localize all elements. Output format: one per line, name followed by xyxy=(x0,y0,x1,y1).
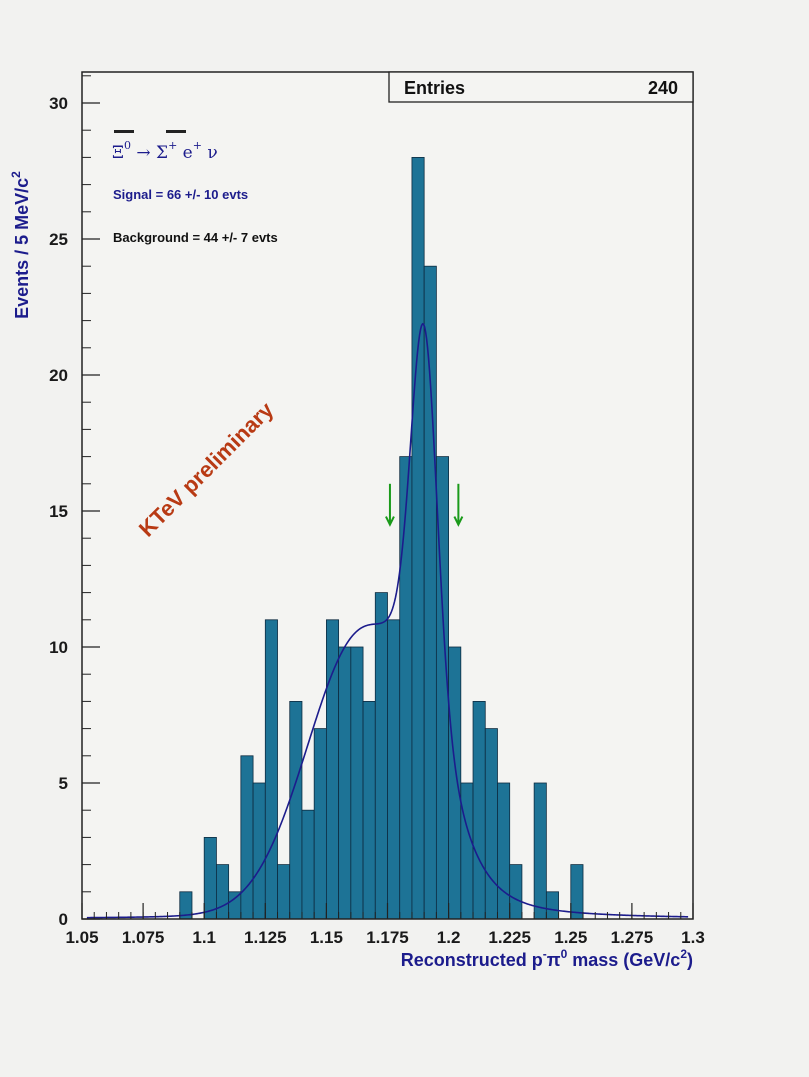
y-tick-label: 20 xyxy=(49,366,68,385)
x-axis-ticks: 1.05 1.075 1.1 1.125 1.15 1.175 1.2 1.225 1.25 1.… xyxy=(65,903,705,947)
y-tick-label: 5 xyxy=(59,774,68,793)
decay-formula: Ξ0 → Σ+ e+ ν xyxy=(112,130,218,163)
histogram-bar xyxy=(374,592,388,920)
x-tick-label: 1.25 xyxy=(554,928,587,947)
histogram-bar xyxy=(203,837,217,920)
histogram-bar xyxy=(460,782,474,920)
stats-box xyxy=(388,71,694,103)
decay-sigma: Σ xyxy=(156,143,168,163)
y-title-sup-1: 2 xyxy=(9,171,23,178)
decay-arrow: → xyxy=(131,143,156,163)
window-arrow-head xyxy=(385,516,395,527)
decay-neutrino: ν xyxy=(202,143,218,163)
decay-formula-text: Ξ0 → Σ+ e+ ν xyxy=(112,139,218,163)
x-axis-title: Reconstructed p-π0 mass (GeV/c2) xyxy=(401,947,693,970)
fit-curve xyxy=(86,322,689,919)
window-arrow-head xyxy=(453,516,464,527)
x-tick-label: 1.125 xyxy=(244,928,287,947)
decay-positron-charge: + xyxy=(193,139,202,152)
histogram-bar xyxy=(497,782,511,920)
decay-xi: Ξ xyxy=(112,143,124,163)
histogram-bars xyxy=(179,156,584,920)
sigma-bar-mark xyxy=(166,130,186,133)
histogram-bar xyxy=(484,728,498,920)
x-title-sup-2: 0 xyxy=(561,947,568,961)
y-tick-label: 30 xyxy=(49,94,68,113)
stats-entries-label: Entries xyxy=(404,78,465,98)
decay-xi-charge: 0 xyxy=(124,139,131,152)
histogram-bar xyxy=(289,701,303,920)
histogram-bar xyxy=(325,619,340,920)
histogram-bar xyxy=(533,782,547,920)
x-tick-label: 1.175 xyxy=(366,928,409,947)
decay-sigma-charge: + xyxy=(168,139,177,152)
x-title-sup-1: - xyxy=(543,947,547,961)
histogram-bar xyxy=(252,782,266,920)
x-tick-label: 1.2 xyxy=(437,928,461,947)
histogram-bar xyxy=(472,701,486,920)
histogram-bar xyxy=(301,809,315,920)
x-tick-label: 1.05 xyxy=(65,928,98,947)
y-tick-label: 0 xyxy=(59,910,68,929)
y-axis-title: Events / 5 MeV/c2 xyxy=(9,171,32,319)
y-tick-label: 15 xyxy=(49,502,68,521)
histogram-bar xyxy=(350,646,364,920)
x-tick-label: 1.1 xyxy=(192,928,216,947)
histogram-bar xyxy=(362,701,376,920)
histogram-bar xyxy=(264,619,278,920)
histogram-bar xyxy=(423,265,437,920)
background-annotation: Background = 44 +/- 7 evts xyxy=(113,230,278,245)
y-tick-label: 25 xyxy=(49,230,68,249)
y-tick-label: 10 xyxy=(49,638,68,657)
histogram-bar xyxy=(509,864,523,920)
xi-bar-mark xyxy=(114,130,134,133)
histogram-bar xyxy=(545,891,559,920)
x-tick-label: 1.3 xyxy=(681,928,705,947)
signal-window-arrows xyxy=(385,483,464,527)
x-tick-label: 1.075 xyxy=(122,928,165,947)
decay-positron: e xyxy=(177,143,192,163)
x-title-part-2: π xyxy=(547,950,561,970)
x-tick-label: 1.225 xyxy=(488,928,531,947)
histogram-bar xyxy=(570,864,584,920)
y-axis-ticks: 0 5 10 15 20 25 30 xyxy=(49,75,100,929)
histogram-bar xyxy=(411,156,425,920)
histogram-bar xyxy=(216,864,230,920)
x-tick-label: 1.275 xyxy=(611,928,654,947)
x-title-part-4: ) xyxy=(687,950,693,970)
stats-entries-value: 240 xyxy=(648,78,678,98)
histogram-bar xyxy=(399,456,413,920)
x-tick-label: 1.15 xyxy=(310,928,343,947)
histogram-bar xyxy=(448,646,462,920)
y-title-part-1: Events / 5 MeV/c xyxy=(12,178,32,319)
histogram-bar xyxy=(240,755,254,920)
histogram-bar xyxy=(277,864,291,920)
signal-annotation: Signal = 66 +/- 10 evts xyxy=(113,187,248,202)
histogram-bar xyxy=(387,619,401,920)
histogram-bar xyxy=(338,646,352,920)
histogram-bar xyxy=(313,728,327,920)
x-title-part-3: mass (GeV/c xyxy=(567,950,680,970)
x-title-part-1: Reconstructed p xyxy=(401,950,543,970)
x-title-sup-3: 2 xyxy=(680,947,687,961)
